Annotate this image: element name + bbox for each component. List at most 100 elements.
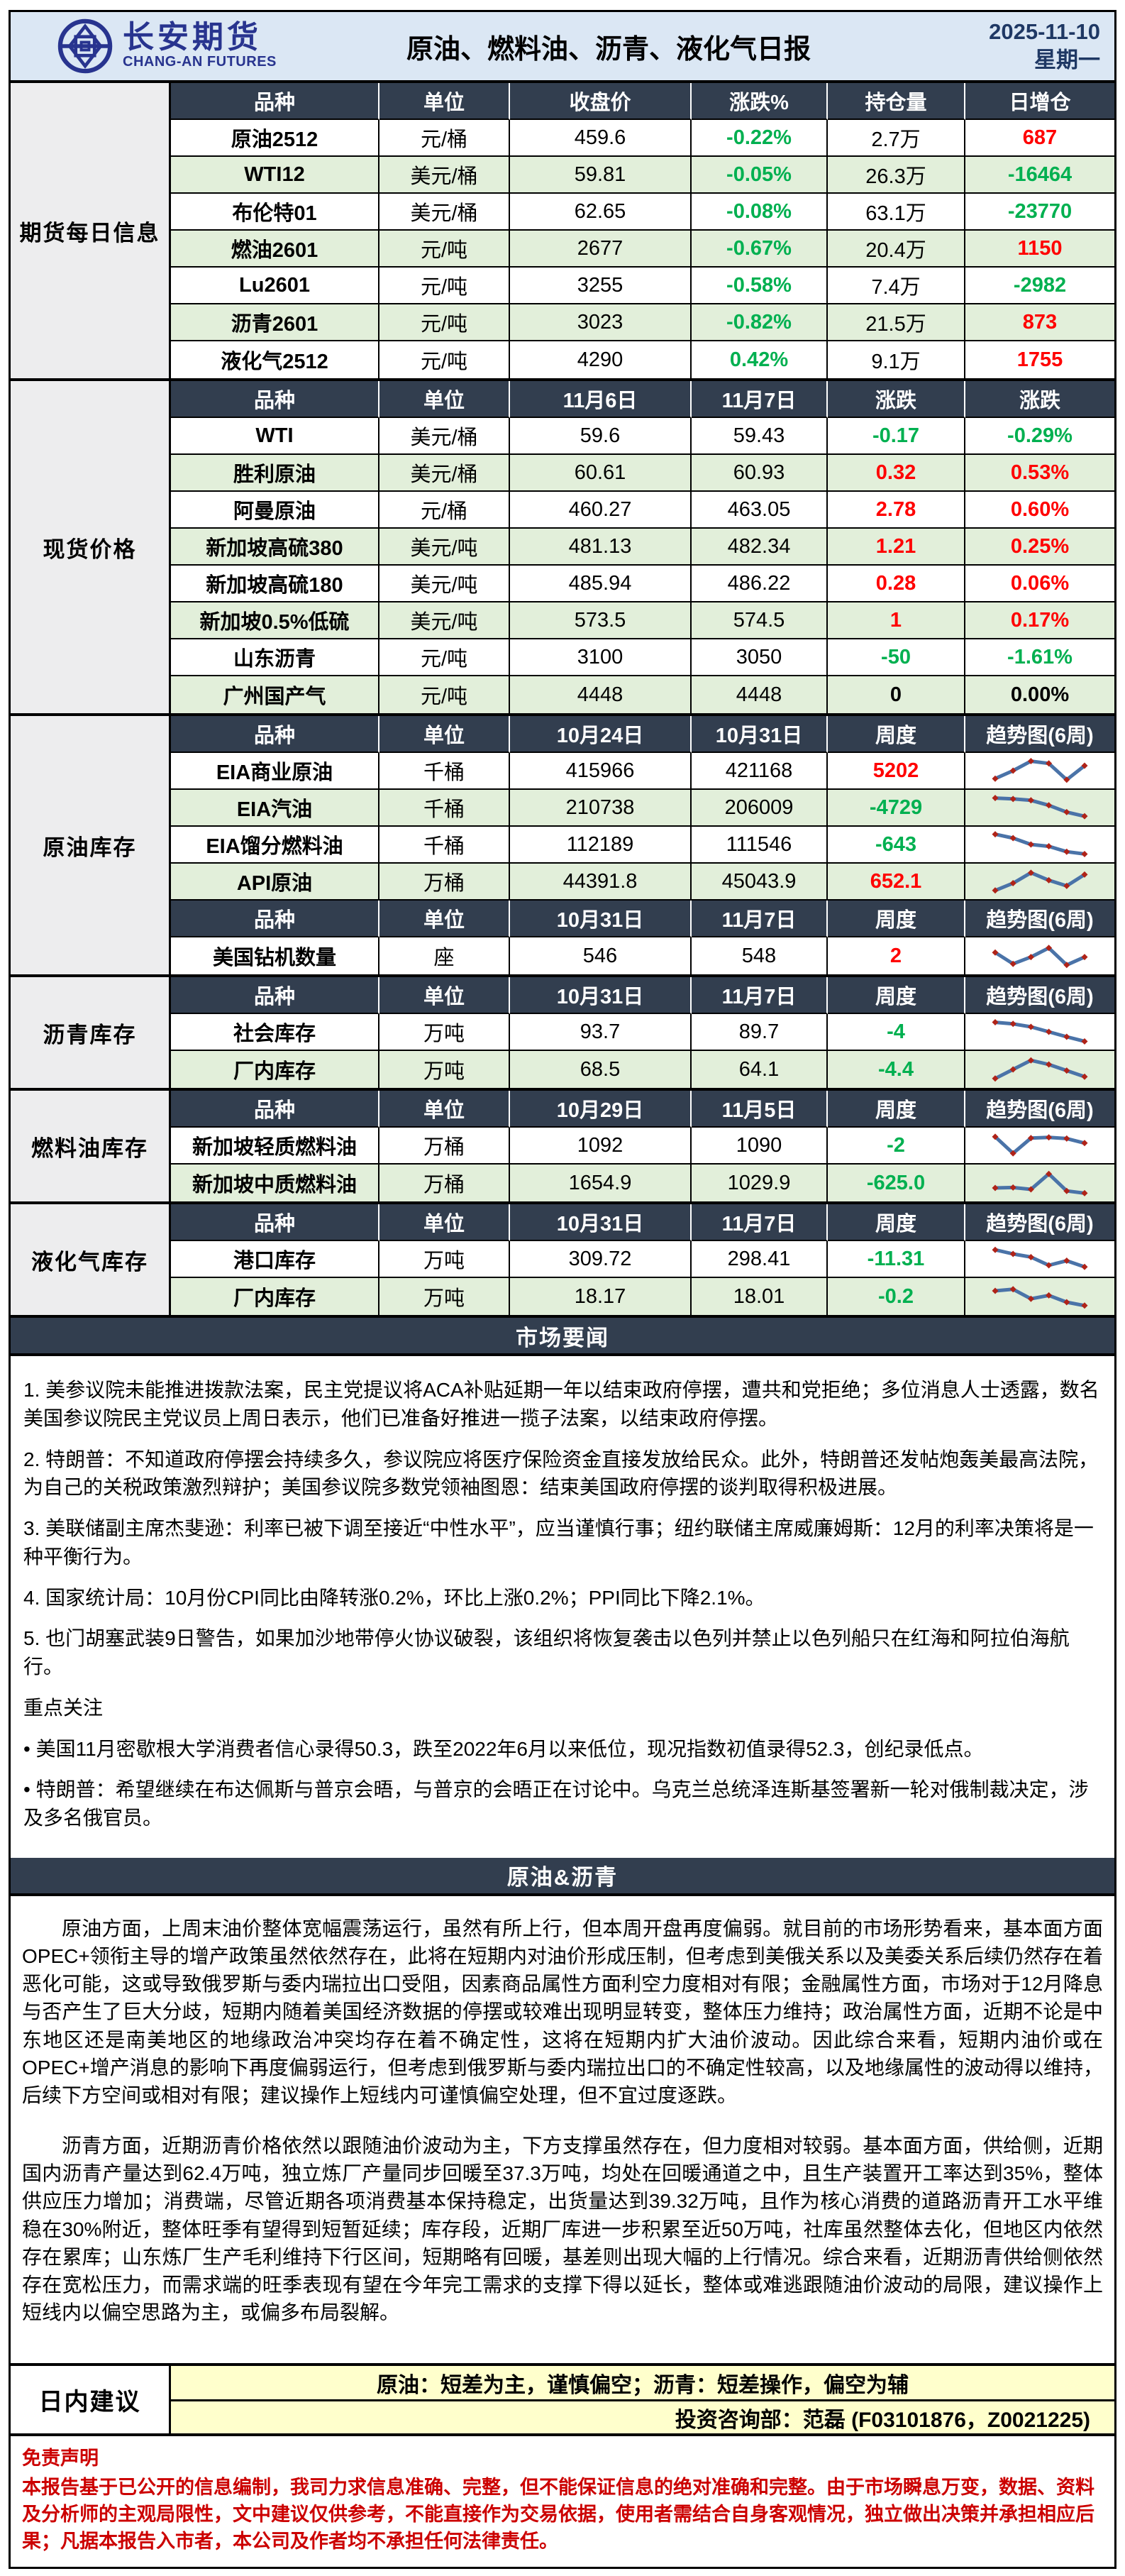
cell-change: -11.31 bbox=[828, 1241, 965, 1278]
cell-change: -4729 bbox=[828, 790, 965, 827]
cell-value: 18.17 bbox=[510, 1278, 692, 1315]
table-row: 广州国产气 元/吨 4448 4448 0 0.00% bbox=[171, 676, 1114, 713]
sparkline-icon bbox=[992, 1133, 1088, 1157]
cell-change: -1.61% bbox=[965, 639, 1114, 676]
focus-item: • 特朗普：希望继续在布达佩斯与普京会晤，与普京的会晤正在讨论中。乌克兰总统泽连… bbox=[23, 1778, 1089, 1829]
cell-change: -0.2 bbox=[828, 1278, 965, 1315]
header-cell: 日增仓 bbox=[965, 83, 1114, 120]
cell-unit: 千桶 bbox=[379, 790, 510, 827]
table-row: WTI12 美元/桶 59.81 -0.05% 26.3万 -16464 bbox=[171, 157, 1114, 194]
table-row: 阿曼原油 元/桶 460.27 463.05 2.78 0.60% bbox=[171, 492, 1114, 529]
sparkline-icon bbox=[992, 1246, 1088, 1270]
header-cell: 11月7日 bbox=[692, 901, 828, 937]
cell-value: 309.72 bbox=[510, 1241, 692, 1278]
cell-value: 4448 bbox=[692, 676, 828, 713]
cell-value: 4290 bbox=[510, 341, 692, 378]
cell-value: 3023 bbox=[510, 304, 692, 341]
table-header-row: 品种 单位 10月24日 10月31日 周度 趋势图(6周) bbox=[171, 716, 1114, 753]
cell-change: -0.67% bbox=[692, 231, 828, 268]
header-cell: 周度 bbox=[828, 977, 965, 1014]
header-cell: 收盘价 bbox=[510, 83, 692, 120]
advice-section: 日内建议 原油：短差为主，谨慎偏空；沥青：短差操作，偏空为辅 投资咨询部：范磊 … bbox=[11, 2363, 1114, 2434]
header-cell: 趋势图(6周) bbox=[965, 1091, 1114, 1128]
disclaimer-title: 免责声明 bbox=[22, 2448, 99, 2470]
header-cell: 11月7日 bbox=[692, 381, 828, 418]
section-content: 品种 单位 10月24日 10月31日 周度 趋势图(6周) EIA商业原油 千桶 415966… bbox=[171, 716, 1114, 974]
cell-change: -2 bbox=[828, 1128, 965, 1165]
cell-value: 89.7 bbox=[692, 1014, 828, 1051]
table-row: API原油 万桶 44391.8 45043.9 652.1 bbox=[171, 864, 1114, 901]
section-asphalt_inventory: 沥青库存 品种 单位 10月31日 11月7日 周度 趋势图(6周) 社会库存 万吨 93.7 89… bbox=[11, 974, 1114, 1088]
header-cell: 11月7日 bbox=[692, 977, 828, 1014]
trend-sparkline bbox=[965, 864, 1114, 901]
cell-unit: 美元/桶 bbox=[379, 157, 510, 194]
focus-title: 重点关注 bbox=[23, 1696, 104, 1719]
section-label: 燃料油库存 bbox=[11, 1091, 171, 1201]
cell-value: 63.1万 bbox=[828, 194, 965, 231]
cell-value: 62.65 bbox=[510, 194, 692, 231]
advice-dept-line: 投资咨询部：范磊 (F03101876，Z0021225) bbox=[675, 2408, 1090, 2432]
cell-change: 1 bbox=[828, 602, 965, 639]
section-label: 液化气库存 bbox=[11, 1204, 171, 1315]
header-cell: 11月7日 bbox=[692, 1204, 828, 1241]
header-cell: 单位 bbox=[379, 83, 510, 120]
sparkline-icon bbox=[992, 831, 1088, 857]
table-header-row: 品种 单位 收盘价 涨跌% 持仓量 日增仓 bbox=[171, 83, 1114, 120]
trend-sparkline bbox=[965, 1051, 1114, 1088]
cell-variety: 港口库存 bbox=[171, 1241, 379, 1278]
cell-value: 421168 bbox=[692, 753, 828, 790]
table-header-row: 品种 单位 10月31日 11月7日 周度 趋势图(6周) bbox=[171, 901, 1114, 937]
brand-text: 长安期货 CHANG-AN FUTURES bbox=[123, 22, 277, 70]
cell-variety: EIA馏分燃料油 bbox=[171, 827, 379, 864]
table-row: 港口库存 万吨 309.72 298.41 -11.31 bbox=[171, 1241, 1114, 1278]
cell-change: 0.60% bbox=[965, 492, 1114, 529]
cell-change: -0.82% bbox=[692, 304, 828, 341]
cell-value: 485.94 bbox=[510, 566, 692, 602]
table-row: 美国钻机数量座 546 548 2 bbox=[171, 937, 1114, 974]
brand-name-en: CHANG-AN FUTURES bbox=[123, 54, 277, 70]
table-header-row: 品种 单位 10月31日 11月7日 周度 趋势图(6周) bbox=[171, 977, 1114, 1014]
cell-variety: 厂内库存 bbox=[171, 1051, 379, 1088]
cell-value: 4448 bbox=[510, 676, 692, 713]
trend-sparkline bbox=[965, 1241, 1114, 1278]
cell-variety: 新加坡0.5%低硫 bbox=[171, 602, 379, 639]
analysis-band: 原油&沥青 bbox=[11, 1857, 1114, 1896]
section-content: 品种 单位 11月6日 11月7日 涨跌 涨跌 WTI 美元/桶 59.6 59.43 -0.17-… bbox=[171, 381, 1114, 713]
cell-change: 0.25% bbox=[965, 529, 1114, 566]
cell-unit: 万桶 bbox=[379, 1165, 510, 1201]
table-row: 胜利原油 美元/桶 60.61 60.93 0.32 0.53% bbox=[171, 455, 1114, 492]
cell-change: -625.0 bbox=[828, 1165, 965, 1201]
header-cell: 趋势图(6周) bbox=[965, 977, 1114, 1014]
cell-value: 415966 bbox=[510, 753, 692, 790]
trend-sparkline bbox=[965, 753, 1114, 790]
section-content: 品种 单位 10月29日 11月5日 周度 趋势图(6周) 新加坡轻质燃料油 万桶 1092 10… bbox=[171, 1091, 1114, 1201]
cell-unit: 万吨 bbox=[379, 1278, 510, 1315]
header-cell: 单位 bbox=[379, 977, 510, 1014]
header-cell: 10月24日 bbox=[510, 716, 692, 753]
advice-content: 原油：短差为主，谨慎偏空；沥青：短差操作，偏空为辅 投资咨询部：范磊 (F031… bbox=[171, 2366, 1114, 2434]
cell-change: 5202 bbox=[828, 753, 965, 790]
cell-change: 2 bbox=[828, 937, 965, 974]
cell-change: 1.21 bbox=[828, 529, 965, 566]
daily-data-table: 期货每日信息 品种 单位 收盘价 涨跌% 持仓量 日增仓 原油2512 元/桶 459.6 -0.2… bbox=[11, 80, 1114, 1315]
cell-variety: 胜利原油 bbox=[171, 455, 379, 492]
cell-value: 64.1 bbox=[692, 1051, 828, 1088]
analysis-paragraph: 沥青方面，近期沥青价格依然以跟随油价波动为主，下方支撑虽然存在，但力度相对较弱。… bbox=[22, 2135, 1103, 2324]
cell-change: 0.53% bbox=[965, 455, 1114, 492]
cell-variety: 沥青2601 bbox=[171, 304, 379, 341]
cell-unit: 元/吨 bbox=[379, 231, 510, 268]
sparkline-icon bbox=[992, 1286, 1088, 1309]
cell-unit: 元/吨 bbox=[379, 304, 510, 341]
cell-change: 0.06% bbox=[965, 566, 1114, 602]
disclaimer-section: 免责声明 本报告基于已公开的信息编制，我司力求信息准确、完整，但不能保证信息的绝… bbox=[11, 2433, 1114, 2566]
report-date-block: 2025-11-10 星期一 bbox=[873, 18, 1114, 75]
cell-value: 68.5 bbox=[510, 1051, 692, 1088]
cell-value: 2.7万 bbox=[828, 120, 965, 157]
cell-change: -643 bbox=[828, 827, 965, 864]
cell-change: 0.17% bbox=[965, 602, 1114, 639]
sparkline-icon bbox=[992, 1057, 1088, 1082]
header-cell: 单位 bbox=[379, 1204, 510, 1241]
cell-value: 59.43 bbox=[692, 418, 828, 455]
header-cell: 品种 bbox=[171, 1204, 379, 1241]
header-cell: 趋势图(6周) bbox=[965, 901, 1114, 937]
